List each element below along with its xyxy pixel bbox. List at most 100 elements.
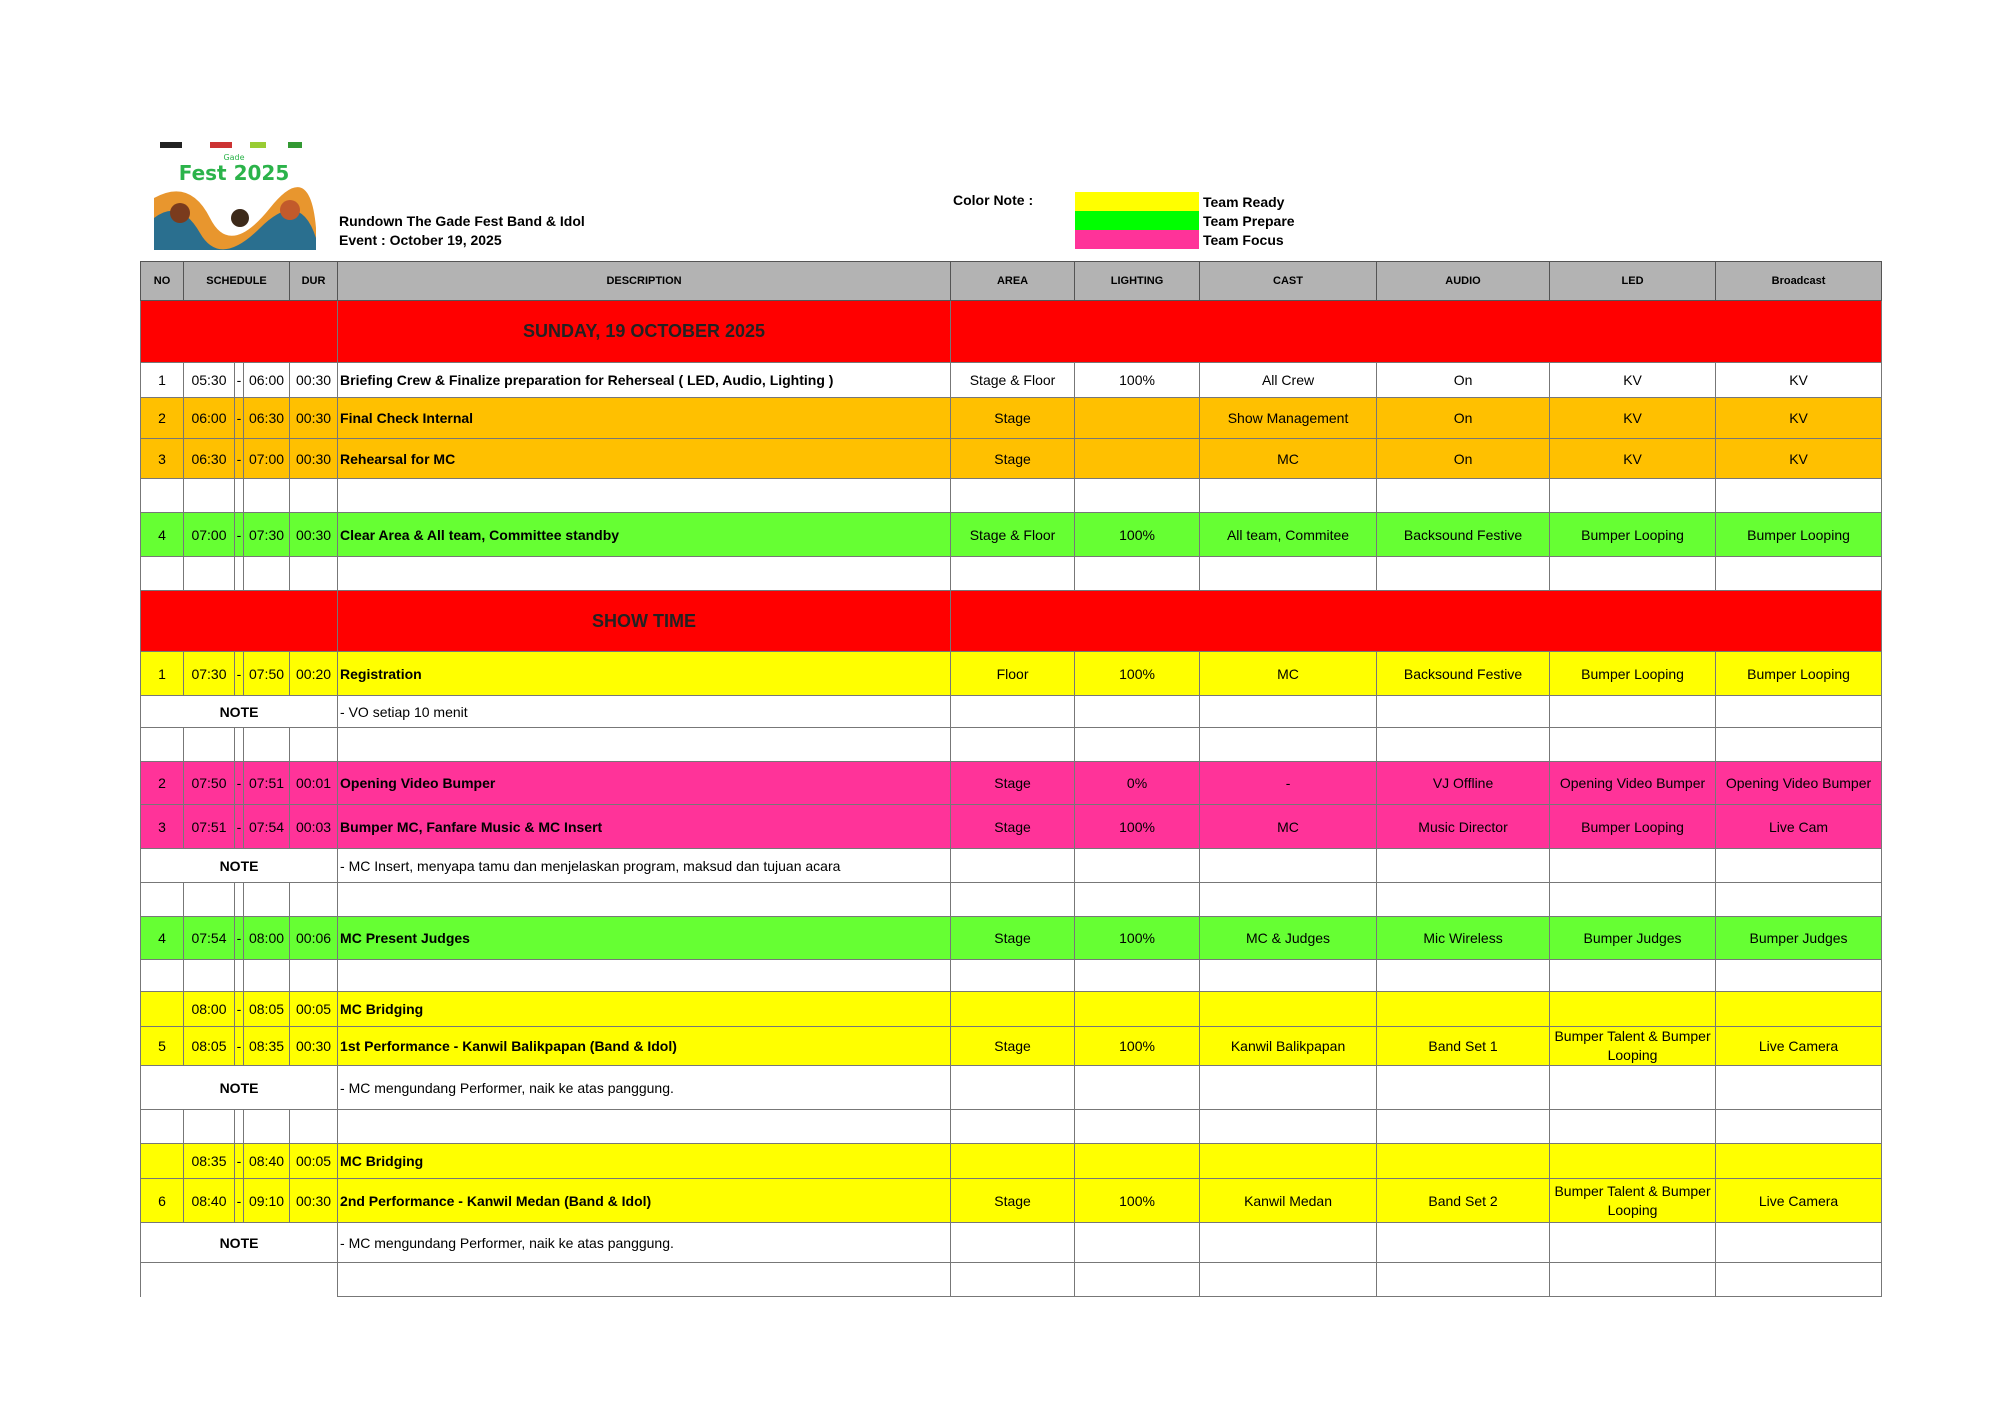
- empty-cell: [950, 1109, 1076, 1144]
- col-cast: CAST: [1199, 261, 1378, 301]
- lighting: 100%: [1074, 1178, 1201, 1223]
- empty-cell: [289, 478, 339, 513]
- empty-cell: [1376, 695, 1551, 728]
- empty-cell: [1549, 478, 1717, 513]
- audio: Band Set 2: [1376, 1178, 1551, 1223]
- note-label: NOTE: [139, 848, 339, 883]
- empty-cell: [1199, 556, 1378, 591]
- cast: [1199, 991, 1378, 1027]
- table-row: 2 06:00-06:30 00:30 Final Check Internal Sta…: [140, 397, 1883, 439]
- gade-fest-logo: Fest 2025 Gade: [150, 138, 318, 250]
- empty-cell: [234, 959, 244, 992]
- empty-cell: [289, 1109, 339, 1144]
- cast: Kanwil Balikpapan: [1199, 1026, 1378, 1066]
- empty-cell: [1074, 1262, 1201, 1297]
- description: Opening Video Bumper: [337, 761, 952, 805]
- empty-cell: [1074, 959, 1201, 992]
- table-row: 5 08:05-08:35 00:30 1st Performance - Kanwi…: [140, 1026, 1883, 1066]
- empty-cell: [234, 882, 244, 917]
- empty-cell: [140, 556, 184, 591]
- empty-cell: [183, 556, 235, 591]
- legend-team-ready: Team Ready: [1075, 192, 1295, 211]
- lighting: 100%: [1074, 512, 1201, 557]
- area: Stage: [950, 761, 1076, 805]
- lighting: 100%: [1074, 651, 1201, 696]
- note-text: - MC mengundang Performer, naik ke atas …: [337, 1065, 952, 1110]
- broadcast: Bumper Looping: [1715, 512, 1883, 557]
- empty-cell: [950, 1262, 1076, 1297]
- audio: Music Director: [1376, 804, 1551, 849]
- description: Bumper MC, Fanfare Music & MC Insert: [337, 804, 952, 849]
- empty-cell: [183, 478, 235, 513]
- empty-cell: [1376, 727, 1551, 762]
- empty-cell: [1715, 1065, 1883, 1110]
- time-separator: -: [234, 397, 244, 439]
- duration: 00:20: [289, 651, 339, 696]
- area: [950, 991, 1076, 1027]
- col-lighting: LIGHTING: [1074, 261, 1201, 301]
- empty-cell: [1715, 478, 1883, 513]
- broadcast: Bumper Looping: [1715, 651, 1883, 696]
- row-number: 4: [140, 512, 184, 557]
- led: KV: [1549, 397, 1717, 439]
- led: [1549, 991, 1717, 1027]
- empty-cell: [140, 959, 184, 992]
- time-separator: -: [234, 916, 244, 960]
- empty-cell: [1376, 882, 1551, 917]
- time-separator: -: [234, 991, 244, 1027]
- led: KV: [1549, 438, 1717, 479]
- audio: On: [1376, 438, 1551, 479]
- description: 1st Performance - Kanwil Balikpapan (Ban…: [337, 1026, 952, 1066]
- broadcast: [1715, 991, 1883, 1027]
- lighting: [1074, 438, 1201, 479]
- col-audio: AUDIO: [1376, 261, 1551, 301]
- empty-cell: [183, 1109, 235, 1144]
- empty-cell: [1074, 727, 1201, 762]
- duration: 00:01: [289, 761, 339, 805]
- empty-cell: [1549, 1109, 1717, 1144]
- table-row: 3 07:51-07:54 00:03 Bumper MC, Fanfare Musi…: [140, 804, 1883, 849]
- section-fill: [139, 590, 339, 652]
- empty-cell: [1715, 848, 1883, 883]
- description: Final Check Internal: [337, 397, 952, 439]
- duration: 00:03: [289, 804, 339, 849]
- empty-cell: [1074, 882, 1201, 917]
- note-row: NOTE - MC Insert, menyapa tamu dan menjel…: [139, 848, 1883, 883]
- cast: MC & Judges: [1199, 916, 1378, 960]
- empty-cell: [1074, 478, 1201, 513]
- area: Floor: [950, 651, 1076, 696]
- area: Stage: [950, 1178, 1076, 1223]
- duration: 00:30: [289, 1026, 339, 1066]
- time-separator: -: [234, 804, 244, 849]
- empty-cell: [1376, 1065, 1551, 1110]
- led: Bumper Judges: [1549, 916, 1717, 960]
- duration: 00:06: [289, 916, 339, 960]
- empty-cell: [1715, 695, 1883, 728]
- empty-cell: [337, 882, 952, 917]
- table-row: 4 07:54-08:00 00:06 MC Present Judges Stage 1…: [140, 916, 1883, 960]
- description: Rehearsal for MC: [337, 438, 952, 479]
- empty-cell: [1549, 959, 1717, 992]
- area: Stage & Floor: [950, 362, 1076, 398]
- row-number: 2: [140, 397, 184, 439]
- empty-cell: [950, 556, 1076, 591]
- empty-cell: [242, 478, 291, 513]
- audio: Mic Wireless: [1376, 916, 1551, 960]
- broadcast: Bumper Judges: [1715, 916, 1883, 960]
- cast: Show Management: [1199, 397, 1378, 439]
- cast: Kanwil Medan: [1199, 1178, 1378, 1223]
- time-separator: -: [234, 761, 244, 805]
- empty-cell: [950, 695, 1076, 728]
- empty-cell: [234, 1109, 244, 1144]
- empty-cell: [1074, 1065, 1201, 1110]
- empty-cell: [1199, 882, 1378, 917]
- duration: 00:05: [289, 991, 339, 1027]
- swatch-yellow: [1075, 192, 1199, 211]
- empty-cell: [289, 882, 339, 917]
- svg-text:Gade: Gade: [223, 153, 244, 162]
- end-time: 07:50: [242, 651, 291, 696]
- svg-text:Fest 2025: Fest 2025: [179, 161, 290, 185]
- table-row: 4 07:00-07:30 00:30 Clear Area & All team, …: [140, 512, 1883, 557]
- empty-cell: [337, 1262, 952, 1297]
- empty-cell: [1199, 727, 1378, 762]
